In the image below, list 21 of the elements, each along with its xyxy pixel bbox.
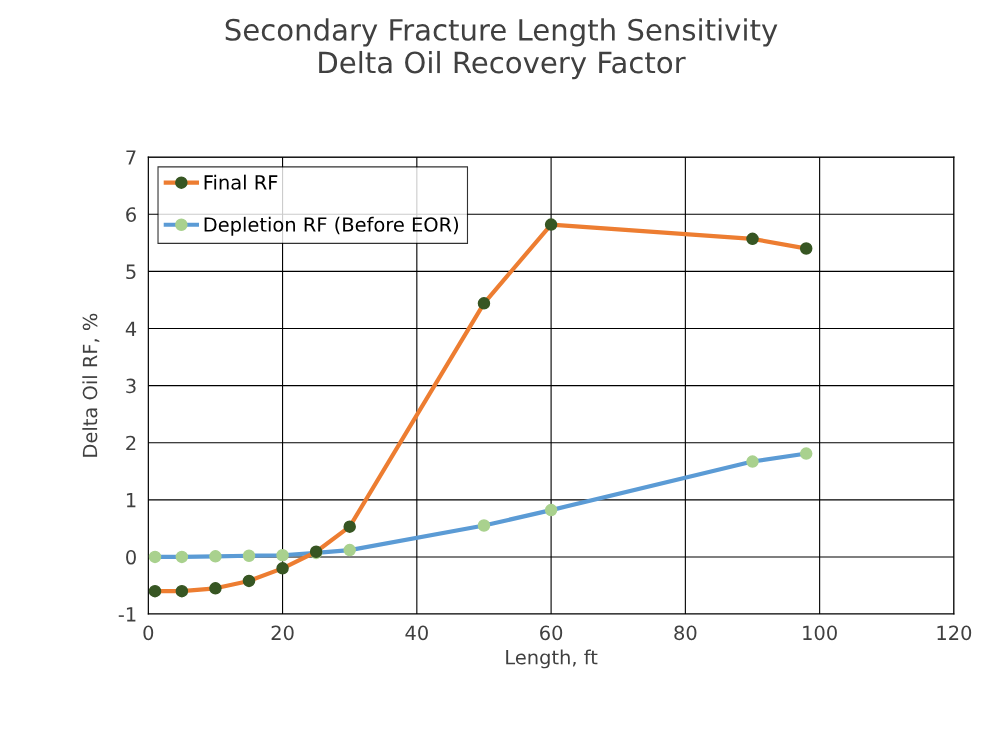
x-axis-title: Length, ft xyxy=(506,649,598,669)
y-tick-label: 1 xyxy=(126,493,136,508)
x-tick-label: 80 xyxy=(674,625,697,641)
x-tick-label: 60 xyxy=(540,625,563,641)
x-tick-label: 100 xyxy=(803,625,837,641)
y-tick-label: 4 xyxy=(125,321,137,336)
x-tick-label: 40 xyxy=(405,625,428,641)
chart-title: Secondary Fracture Length Sensitivity Delta Oil Recovery Factor xyxy=(225,18,778,80)
legend-label: Depletion RF (Before EOR) xyxy=(204,216,459,236)
y-tick-label: 5 xyxy=(126,264,136,280)
y-tick-label: 7 xyxy=(126,150,136,165)
legend-label: Final RF xyxy=(204,174,278,190)
y-tick-label: 3 xyxy=(126,378,136,394)
y-tick-label: 0 xyxy=(126,549,136,565)
y-tick-label: -1 xyxy=(118,607,136,622)
x-tick-label: 20 xyxy=(271,625,294,641)
x-tick-label: 0 xyxy=(143,625,154,641)
y-tick-label: 6 xyxy=(126,207,136,222)
y-tick-label: 2 xyxy=(126,435,136,451)
x-tick-label: 120 xyxy=(937,625,972,641)
y-axis-title: Delta Oil RF, % xyxy=(82,313,100,457)
